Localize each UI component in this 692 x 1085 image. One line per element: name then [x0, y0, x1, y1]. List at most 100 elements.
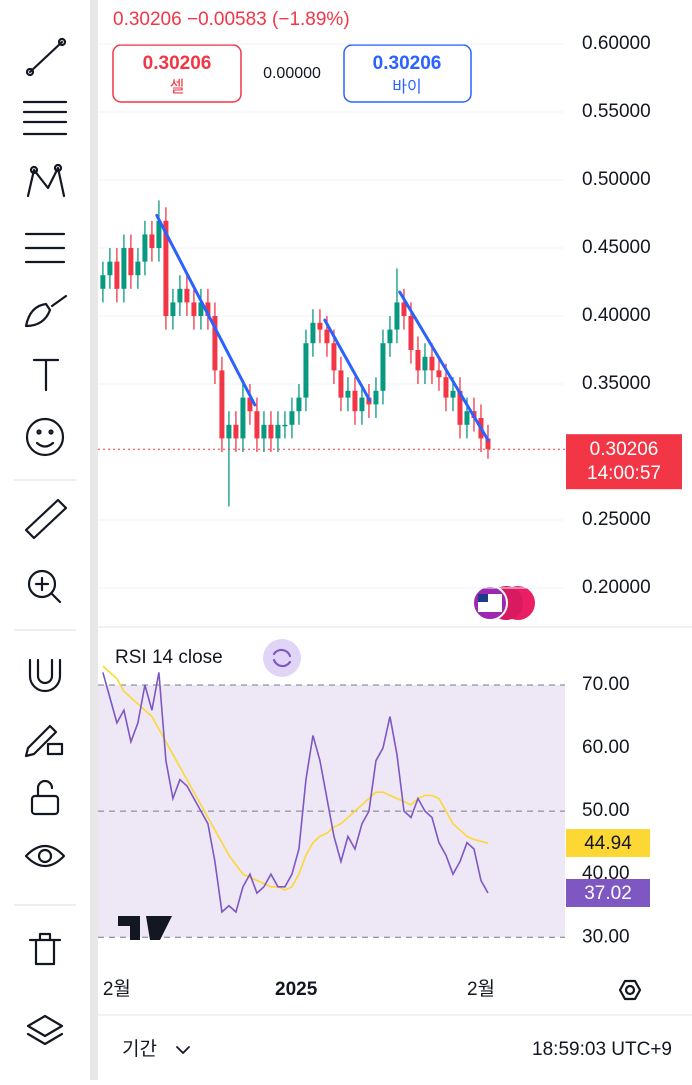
clock: 18:59:03 UTC+9 — [532, 1039, 672, 1060]
candle-body — [128, 248, 134, 276]
quote-price: 0.30206 — [113, 9, 182, 30]
value-tag-label: 44.94 — [584, 833, 632, 854]
candle-body — [142, 234, 148, 262]
tool-eye[interactable] — [24, 844, 66, 868]
candle-body — [149, 234, 155, 249]
candle-body — [450, 390, 456, 398]
candle-body — [408, 316, 414, 351]
candle-body — [156, 220, 162, 249]
tool-lock[interactable] — [30, 779, 60, 816]
quote-change: −0.00583 — [187, 9, 267, 30]
last-price-box — [566, 434, 682, 490]
spread: 0.00000 — [263, 65, 321, 82]
tool-magnet[interactable] — [28, 658, 62, 693]
candle-body — [345, 390, 351, 398]
candle-body — [296, 397, 302, 412]
tool-text[interactable] — [32, 358, 60, 392]
period-button[interactable]: 기간 — [122, 1038, 157, 1060]
candle-body — [429, 356, 435, 371]
y-tick-label: 0.20000 — [582, 577, 651, 598]
tool-fib[interactable] — [22, 100, 68, 136]
candle-body — [247, 397, 253, 412]
sell-button[interactable] — [112, 44, 242, 103]
tool-ruler[interactable] — [24, 498, 68, 540]
x-tick-label: 2025 — [275, 979, 318, 1000]
rsi-line — [102, 672, 489, 914]
candle-body — [464, 411, 470, 425]
candle-body — [191, 302, 197, 317]
candle-body — [310, 322, 316, 344]
rsi-refresh[interactable] — [263, 639, 301, 677]
candle-body — [457, 390, 463, 425]
chevron — [176, 1046, 190, 1054]
y-tick-label: 70.00 — [582, 674, 630, 695]
y-tick-label: 0.50000 — [582, 169, 651, 190]
tool-delete[interactable] — [28, 932, 62, 966]
candle-body — [422, 356, 428, 371]
candle-body — [184, 288, 190, 303]
candle-body — [163, 220, 169, 317]
candle-body — [226, 424, 232, 439]
tv-logo — [118, 916, 172, 940]
y-tick-label: 60.00 — [582, 737, 630, 758]
candle-body — [387, 329, 393, 344]
candle-body — [436, 370, 442, 378]
candle-body — [100, 275, 106, 289]
quote-change-pct: (−1.89%) — [272, 9, 350, 30]
sell-label: 셀 — [170, 78, 185, 96]
tool-lock-draw[interactable] — [24, 724, 64, 758]
last-price-label: 0.30206 — [590, 439, 659, 460]
y-tick-label: 0.60000 — [582, 33, 651, 54]
value-tag-label: 37.02 — [584, 883, 632, 904]
flag-icons — [472, 585, 535, 621]
candle-body — [135, 261, 141, 276]
tool-forecast[interactable] — [24, 232, 66, 264]
quote: 0.30206 −0.00583 (−1.89%) — [113, 9, 350, 30]
candle-body — [268, 424, 274, 439]
buy-label: 바이 — [392, 78, 421, 96]
tool-line[interactable] — [25, 37, 67, 77]
tool-emoji[interactable] — [25, 417, 65, 457]
candle-body — [282, 424, 288, 427]
candle-body — [170, 302, 176, 317]
buy-button[interactable] — [343, 44, 472, 103]
y-tick-label: 50.00 — [582, 800, 630, 821]
candle-body — [380, 343, 386, 391]
candle-body — [121, 248, 127, 289]
trend-line — [323, 318, 372, 402]
candle-body — [261, 424, 267, 439]
candle-body — [240, 397, 246, 439]
tool-zoom[interactable] — [27, 569, 62, 604]
candle-body — [107, 261, 113, 276]
candle-body — [303, 343, 309, 398]
candle-body — [324, 329, 330, 344]
candle-body — [485, 438, 491, 450]
candle-body — [275, 424, 281, 439]
candle-body — [373, 390, 379, 405]
candle-body — [254, 411, 260, 439]
y-tick-label: 0.45000 — [582, 237, 651, 258]
tool-brush[interactable] — [24, 294, 68, 328]
candle-body — [401, 302, 407, 317]
rsi-line — [102, 665, 489, 891]
rsi-title: RSI 14 close — [115, 647, 223, 668]
candle-body — [289, 411, 295, 425]
tool-layers[interactable] — [26, 1014, 64, 1046]
refresh-icon — [272, 648, 292, 668]
buy-price: 0.30206 — [373, 53, 442, 74]
candle-body — [233, 424, 239, 439]
y-tick-label: 0.25000 — [582, 509, 651, 530]
tool-pattern[interactable] — [26, 163, 66, 198]
candle-body — [177, 288, 183, 303]
candle-body — [205, 302, 211, 317]
value-tag — [566, 878, 650, 907]
y-tick-label: 0.55000 — [582, 101, 651, 122]
sell-price: 0.30206 — [143, 53, 212, 74]
candle-body — [317, 322, 323, 330]
settings[interactable] — [618, 979, 642, 1001]
x-tick-label: 2월 — [103, 978, 131, 1000]
candle-body — [212, 316, 218, 371]
trend-line — [398, 290, 490, 442]
y-tick-label: 40.00 — [582, 863, 630, 884]
